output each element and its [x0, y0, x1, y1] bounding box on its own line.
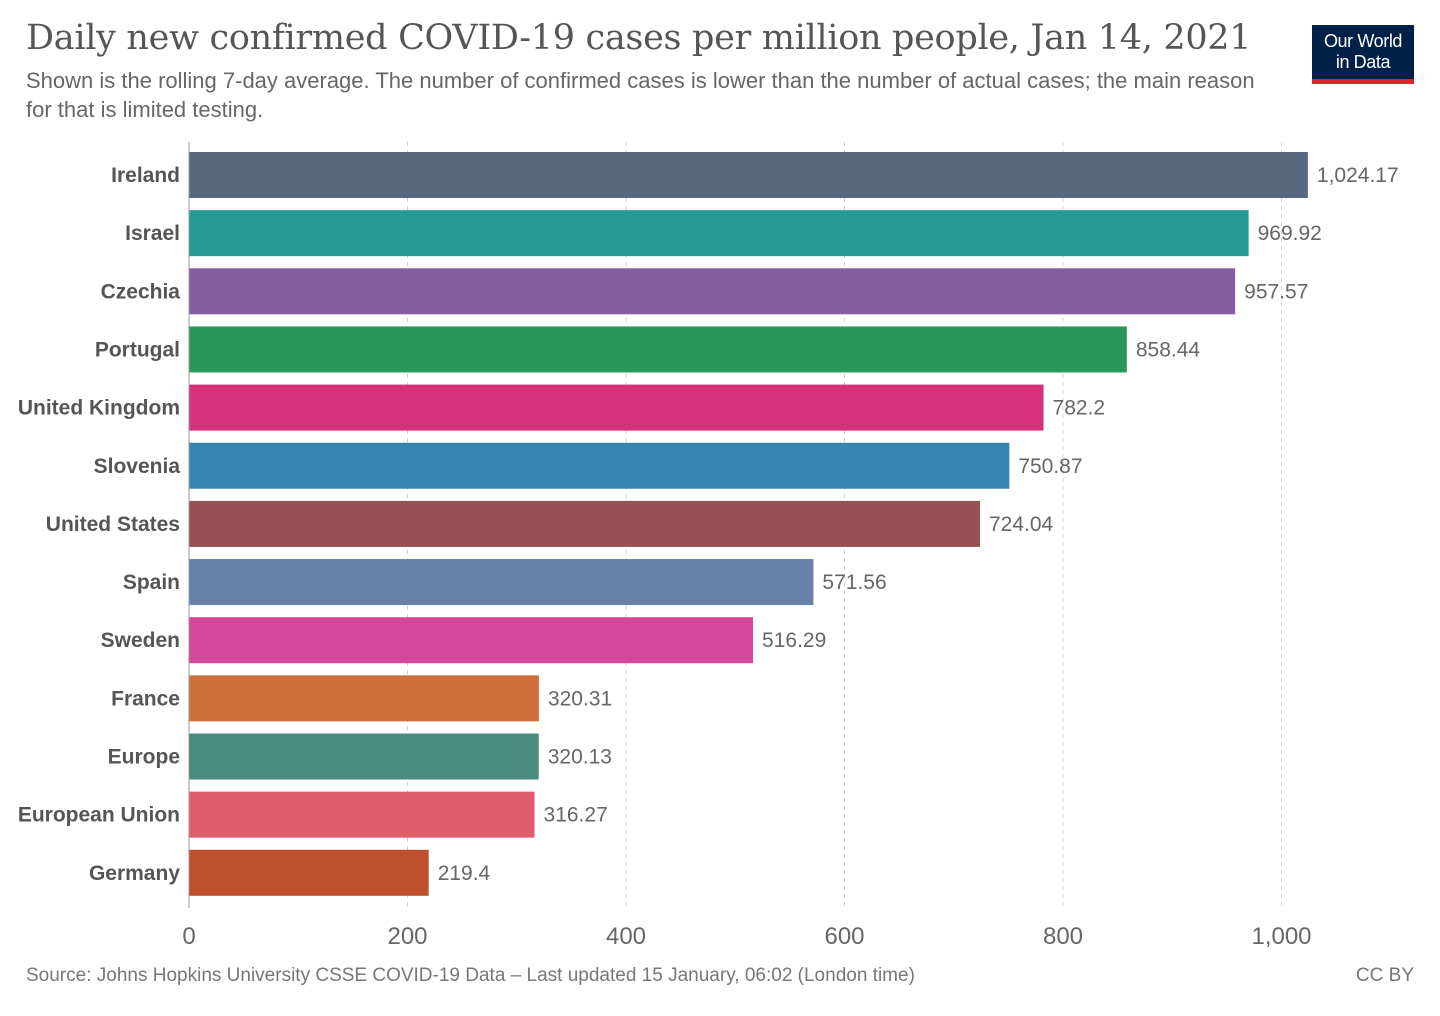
x-tick-label-800: 800	[1043, 923, 1083, 950]
category-label-slovenia: Slovenia	[94, 455, 181, 478]
bar-chart: Ireland 1,024.17 Israel 969.92 Czechia 957.57…	[18, 142, 1399, 950]
value-label-europe: 320.13	[548, 746, 612, 769]
bar-france	[189, 675, 539, 722]
logo-line-2: in Data	[1335, 52, 1391, 72]
category-label-israel: Israel	[125, 222, 180, 245]
x-tick-label-0: 0	[182, 923, 195, 950]
bar-europe	[189, 733, 539, 780]
bars	[189, 152, 1308, 896]
logo-line-1: Our World	[1323, 31, 1403, 51]
value-label-united-states: 724.04	[989, 513, 1054, 536]
x-tick-label-600: 600	[824, 923, 864, 950]
x-tick-label-400: 400	[606, 923, 646, 950]
category-label-sweden: Sweden	[101, 629, 180, 652]
chart-subtitle: Shown is the rolling 7-day average. The …	[26, 68, 1255, 122]
category-label-european-union: European Union	[18, 804, 180, 827]
value-label-france: 320.31	[548, 687, 612, 710]
category-label-czechia: Czechia	[101, 280, 181, 303]
category-label-ireland: Ireland	[111, 164, 180, 187]
x-tick-label-200: 200	[387, 923, 427, 950]
value-label-portugal: 858.44	[1136, 338, 1201, 361]
value-label-israel: 969.92	[1258, 222, 1322, 245]
category-label-germany: Germany	[89, 862, 180, 885]
labels: Ireland 1,024.17 Israel 969.92 Czechia 957.57…	[18, 164, 1399, 885]
owid-logo[interactable]: Our World in Data	[1312, 25, 1414, 84]
bar-slovenia	[189, 442, 1010, 489]
bar-portugal	[189, 326, 1127, 373]
source-note: Source: Johns Hopkins University CSSE CO…	[26, 965, 915, 986]
category-label-france: France	[111, 687, 180, 710]
bar-israel	[189, 210, 1249, 257]
bar-sweden	[189, 617, 754, 664]
value-label-united-kingdom: 782.2	[1053, 397, 1106, 420]
chart-title: Daily new confirmed COVID-19 cases per m…	[26, 18, 1252, 58]
value-label-slovenia: 750.87	[1018, 455, 1082, 478]
value-label-european-union: 316.27	[544, 804, 608, 827]
category-label-united-states: United States	[46, 513, 180, 536]
bar-european-union	[189, 791, 535, 838]
bar-united-kingdom	[189, 384, 1044, 431]
bar-united-states	[189, 500, 981, 547]
x-tick-label-1000: 1,000	[1251, 923, 1311, 950]
category-label-europe: Europe	[108, 746, 180, 769]
category-label-spain: Spain	[123, 571, 180, 594]
bar-ireland	[189, 152, 1308, 198]
category-label-portugal: Portugal	[95, 338, 180, 361]
bar-spain	[189, 559, 814, 606]
value-label-sweden: 516.29	[762, 629, 826, 652]
license-link[interactable]: CC BY	[1355, 965, 1414, 986]
category-label-united-kingdom: United Kingdom	[18, 397, 180, 420]
value-label-germany: 219.4	[438, 862, 491, 885]
bar-germany	[189, 849, 429, 896]
value-label-ireland: 1,024.17	[1317, 164, 1399, 187]
x-axis: 0 200 400 600 800 1,000	[182, 142, 1312, 950]
value-label-spain: 571.56	[822, 571, 886, 594]
bar-czechia	[189, 268, 1236, 315]
value-label-czechia: 957.57	[1244, 280, 1308, 303]
